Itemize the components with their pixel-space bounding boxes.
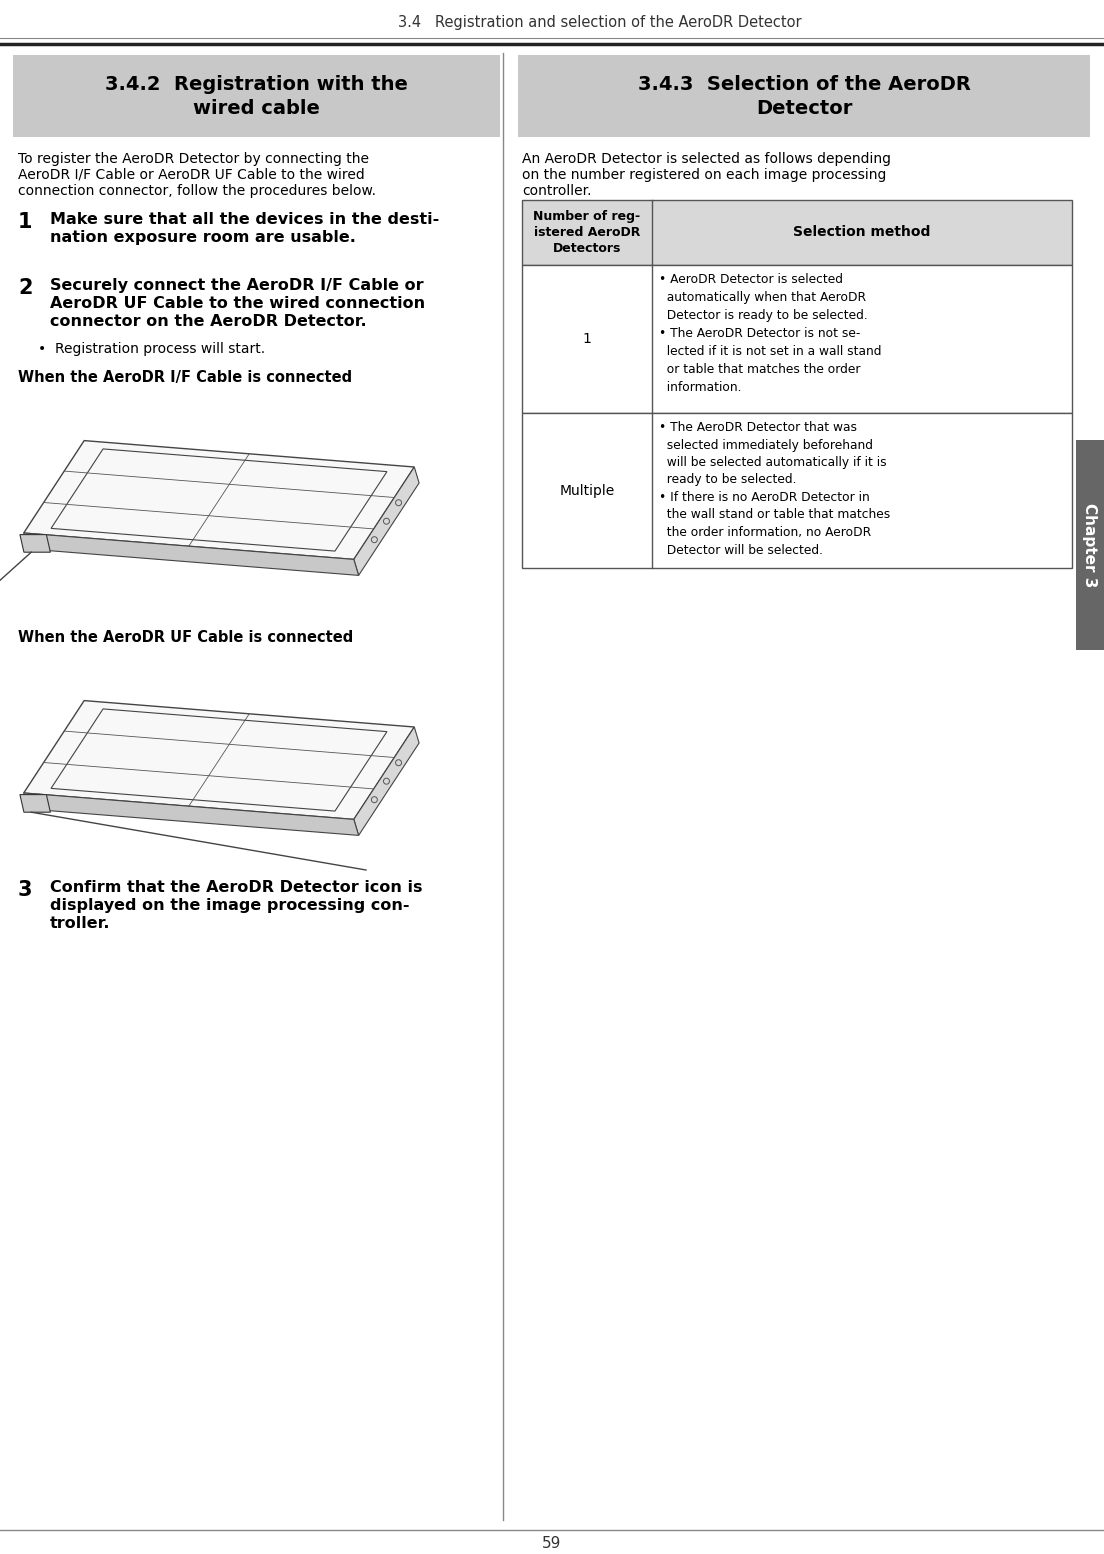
Text: troller.: troller. <box>50 915 110 931</box>
Text: • If there is no AeroDR Detector in: • If there is no AeroDR Detector in <box>659 491 870 503</box>
Bar <box>522 200 1072 266</box>
Text: 2: 2 <box>18 278 32 298</box>
Text: Make sure that all the devices in the desti-: Make sure that all the devices in the de… <box>50 211 439 227</box>
Text: Confirm that the AeroDR Detector icon is: Confirm that the AeroDR Detector icon is <box>50 880 423 895</box>
Text: 1: 1 <box>583 333 592 347</box>
Text: will be selected automatically if it is: will be selected automatically if it is <box>659 455 887 469</box>
Polygon shape <box>353 727 420 836</box>
Text: displayed on the image processing con-: displayed on the image processing con- <box>50 898 410 914</box>
Text: • The AeroDR Detector that was: • The AeroDR Detector that was <box>659 421 857 434</box>
Text: Detector: Detector <box>756 98 852 118</box>
Text: Securely connect the AeroDR I/F Cable or: Securely connect the AeroDR I/F Cable or <box>50 278 424 294</box>
Text: ready to be selected.: ready to be selected. <box>659 474 796 486</box>
Text: 3.4.3  Selection of the AeroDR: 3.4.3 Selection of the AeroDR <box>638 75 970 93</box>
Polygon shape <box>23 701 414 819</box>
Text: connection connector, follow the procedures below.: connection connector, follow the procedu… <box>18 183 376 197</box>
Polygon shape <box>23 441 414 559</box>
Text: 3: 3 <box>18 880 32 900</box>
Text: To register the AeroDR Detector by connecting the: To register the AeroDR Detector by conne… <box>18 152 369 166</box>
Text: 3.4.2  Registration with the: 3.4.2 Registration with the <box>105 75 408 93</box>
Text: connector on the AeroDR Detector.: connector on the AeroDR Detector. <box>50 314 367 329</box>
Text: Chapter 3: Chapter 3 <box>1083 503 1097 587</box>
Text: When the AeroDR I/F Cable is connected: When the AeroDR I/F Cable is connected <box>18 370 352 385</box>
Bar <box>13 54 500 137</box>
Text: An AeroDR Detector is selected as follows depending: An AeroDR Detector is selected as follow… <box>522 152 891 166</box>
Text: the order information, no AeroDR: the order information, no AeroDR <box>659 525 871 539</box>
Text: Number of reg-: Number of reg- <box>533 210 640 224</box>
Text: or table that matches the order: or table that matches the order <box>659 364 860 376</box>
Text: wired cable: wired cable <box>193 98 320 118</box>
Text: 3.4   Registration and selection of the AeroDR Detector: 3.4 Registration and selection of the Ae… <box>399 14 802 30</box>
Text: When the AeroDR UF Cable is connected: When the AeroDR UF Cable is connected <box>18 629 353 645</box>
Text: on the number registered on each image processing: on the number registered on each image p… <box>522 168 887 182</box>
Polygon shape <box>23 533 359 575</box>
Text: Detector is ready to be selected.: Detector is ready to be selected. <box>659 309 868 322</box>
Text: information.: information. <box>659 381 742 395</box>
Text: Detectors: Detectors <box>553 242 622 255</box>
Text: • The AeroDR Detector is not se-: • The AeroDR Detector is not se- <box>659 326 860 340</box>
Text: • AeroDR Detector is selected: • AeroDR Detector is selected <box>659 274 843 286</box>
Text: selected immediately beforehand: selected immediately beforehand <box>659 438 873 452</box>
Bar <box>522 266 1072 413</box>
Bar <box>522 413 1072 569</box>
Text: AeroDR UF Cable to the wired connection: AeroDR UF Cable to the wired connection <box>50 295 425 311</box>
Polygon shape <box>20 794 51 813</box>
Bar <box>1076 440 1104 650</box>
Text: AeroDR I/F Cable or AeroDR UF Cable to the wired: AeroDR I/F Cable or AeroDR UF Cable to t… <box>18 168 364 182</box>
Text: nation exposure room are usable.: nation exposure room are usable. <box>50 230 355 246</box>
Text: •  Registration process will start.: • Registration process will start. <box>38 342 265 356</box>
Text: Selection method: Selection method <box>794 225 931 239</box>
Text: the wall stand or table that matches: the wall stand or table that matches <box>659 508 890 522</box>
Polygon shape <box>353 468 420 575</box>
Bar <box>518 54 1090 137</box>
Text: 1: 1 <box>18 211 32 232</box>
Text: automatically when that AeroDR: automatically when that AeroDR <box>659 291 866 305</box>
Text: istered AeroDR: istered AeroDR <box>534 225 640 239</box>
Text: lected if it is not set in a wall stand: lected if it is not set in a wall stand <box>659 345 881 357</box>
Polygon shape <box>23 793 359 836</box>
Text: Multiple: Multiple <box>560 483 615 497</box>
Text: controller.: controller. <box>522 183 592 197</box>
Polygon shape <box>20 535 51 552</box>
Text: 59: 59 <box>542 1537 562 1551</box>
Text: Detector will be selected.: Detector will be selected. <box>659 544 822 556</box>
